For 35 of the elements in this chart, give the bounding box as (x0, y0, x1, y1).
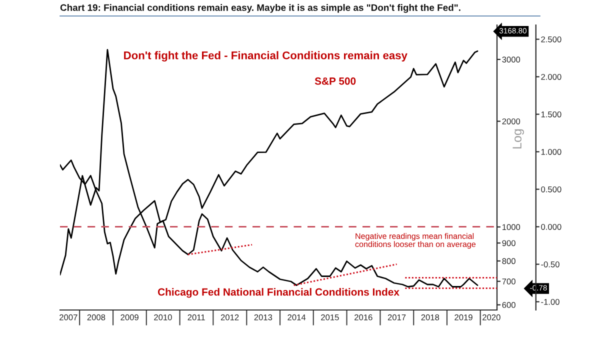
annotation: Negative readings mean financial conditions looser than on average (355, 233, 476, 249)
y-tick-label: 3000 (502, 56, 520, 63)
y-tick-label: 900 (502, 240, 516, 246)
x-tick-label: 2019 (454, 314, 472, 320)
y2-tick-label: -0.50 (541, 261, 560, 268)
y-tick-label: 700 (502, 278, 516, 284)
y2-tick-label: 1.000 (541, 148, 562, 155)
x-tick-label: 2013 (254, 314, 272, 320)
x-tick-label: 2009 (120, 314, 138, 320)
x-tick-label: 2011 (188, 314, 205, 320)
x-tick-label: 2012 (220, 314, 239, 320)
chart-title: Chart 19: Financial conditions remain easy. Maybe it is as simple as "Don't fight the Fed". (60, 4, 460, 13)
y2-tick-label: -1.00 (541, 298, 560, 305)
x-tick-label: 2008 (87, 314, 106, 320)
x-tick-label: 2007 (60, 314, 78, 320)
y2-tick-label: 1.500 (541, 111, 562, 118)
y-tick-label: 1000 (502, 224, 520, 230)
y2-tick-label: 2.500 (541, 36, 562, 42)
text: S&P 500 (314, 77, 356, 85)
y-tick-label: 600 (502, 302, 516, 308)
text: Don't fight the Fed - Financial Conditions remain easy (124, 51, 408, 62)
x-tick-label: 2017 (388, 314, 406, 320)
series-label: Chicago Fed National Financial Conditions Index (158, 288, 400, 298)
x-tick-label: 2016 (354, 314, 372, 320)
y2-tick-label: 0.500 (541, 186, 562, 192)
x-tick-label: 2020 (482, 314, 500, 320)
x-tick-label: 2015 (321, 314, 339, 320)
y-tick-label: 800 (502, 258, 516, 264)
x-tick-label: 2018 (421, 314, 440, 320)
y-tick-label: 2000 (502, 118, 520, 124)
y2-tick-label: 2.000 (541, 74, 562, 80)
y2-tick-label: 0.000 (541, 224, 562, 230)
x-tick-label: 2010 (154, 314, 172, 320)
text: Log (512, 129, 524, 148)
x-tick-label: 2014 (288, 314, 306, 320)
